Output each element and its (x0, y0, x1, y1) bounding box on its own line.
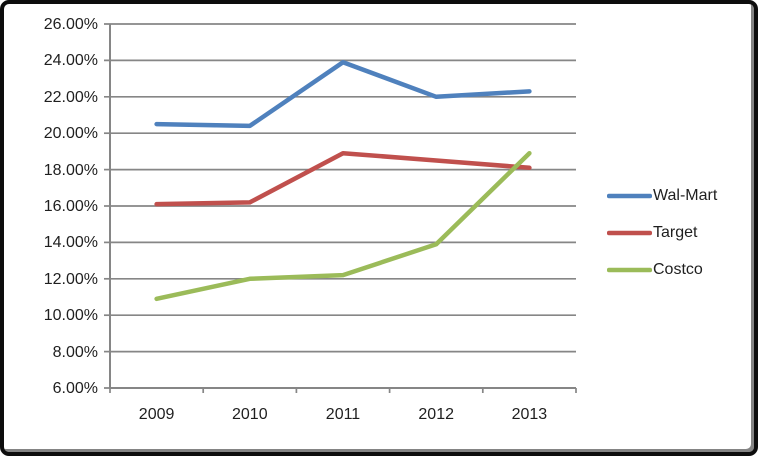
x-category-label: 2012 (418, 406, 454, 423)
legend-line-swatch-walmart (607, 193, 652, 199)
y-tick-label: 6.00% (52, 380, 98, 397)
x-category-label: 2013 (511, 406, 548, 423)
y-tick-label: 22.00% (43, 88, 98, 106)
legend-item-walmart: Wal-Mart (607, 186, 717, 206)
x-category-label: 2010 (232, 406, 268, 423)
legend-line-swatch-target (607, 230, 652, 236)
legend-item-target: Target (607, 223, 717, 243)
legend-line-swatch-costco (607, 267, 652, 273)
y-tick-label: 18.00% (43, 161, 98, 179)
y-tick-label: 10.00% (43, 307, 98, 325)
y-tick-label: 26.00% (43, 16, 98, 33)
y-tick-label: 24.00% (43, 52, 98, 70)
y-tick-label: 8.00% (52, 343, 98, 361)
legend: Wal-Mart Target Costco (607, 186, 717, 297)
y-tick-label: 14.00% (43, 234, 98, 252)
series-line-costco (154, 150, 532, 302)
x-category-label: 2011 (325, 406, 361, 423)
y-tick-label: 12.00% (43, 270, 98, 288)
y-tick-label: 16.00% (43, 198, 98, 215)
y-tick-label: 20.00% (43, 125, 98, 143)
legend-label-walmart: Wal-Mart (653, 187, 718, 204)
series-line-target (154, 150, 532, 207)
legend-label-costco: Costco (653, 261, 703, 278)
legend-label-target: Target (653, 224, 698, 241)
legend-item-costco: Costco (607, 260, 717, 280)
series-line-wal-mart (154, 59, 532, 129)
line-chart (104, 23, 577, 393)
x-category-label: 2009 (138, 406, 175, 423)
